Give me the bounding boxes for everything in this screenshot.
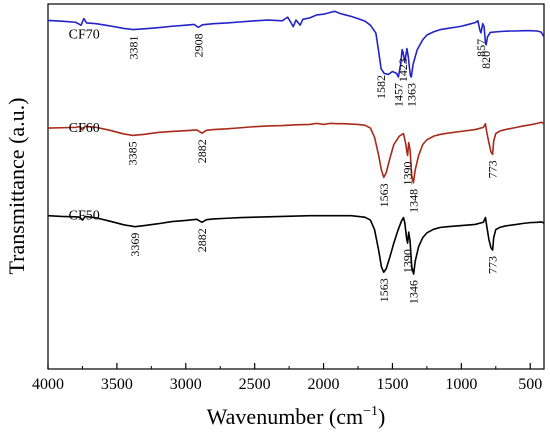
peak-label-cf60-1563: 1563 (377, 183, 391, 207)
series-line-cf50 (47, 214, 545, 275)
peak-label-cf70-1457: 1457 (391, 83, 405, 107)
x-tick-label-3000: 3000 (170, 376, 202, 393)
series-layer (47, 10, 545, 275)
peak-label-cf50-1346: 1346 (407, 280, 421, 304)
x-axis: 4000 3500 3000 2500 2000 1500 1000 500 (32, 363, 542, 393)
series-line-cf60 (47, 121, 545, 184)
peak-label-cf70-1582: 1582 (374, 75, 388, 99)
plot-frame (47, 3, 545, 370)
x-tick-label-1000: 1000 (445, 376, 477, 393)
peak-label-cf50-1390: 1390 (401, 249, 415, 273)
peak-label-cf70-2908: 2908 (191, 33, 205, 57)
series-label-cf50: CF50 (69, 208, 100, 223)
peak-label-cf50-1563: 1563 (377, 278, 391, 302)
x-tick-label-2500: 2500 (239, 376, 271, 393)
peak-label-cf60-1348: 1348 (406, 189, 420, 213)
series-label-cf70: CF70 (69, 28, 100, 43)
peak-label-cf60-3385: 3385 (126, 141, 140, 165)
x-axis-title: Wavenumber (cm−1) (207, 404, 386, 429)
peak-label-cf70-857: 857 (474, 39, 488, 57)
peak-label-cf50-773: 773 (486, 256, 500, 274)
x-tick-label-4000: 4000 (32, 376, 64, 393)
x-tick-label-2000: 2000 (308, 376, 340, 393)
peak-label-cf70-3381: 3381 (126, 36, 140, 60)
x-tick-label-500: 500 (518, 376, 542, 393)
peak-label-cf70-1423: 1423 (396, 58, 410, 82)
x-tick-label-1500: 1500 (376, 376, 408, 393)
series-label-cf60: CF60 (69, 121, 100, 136)
y-axis-title: Transmittance (a.u.) (4, 98, 29, 275)
x-tick-label-3500: 3500 (101, 376, 133, 393)
peak-label-cf70-820: 820 (479, 51, 493, 69)
peak-label-cf50-2882: 2882 (195, 228, 209, 252)
peak-label-cf60-2882: 2882 (195, 139, 209, 163)
peak-label-cf60-773: 773 (486, 160, 500, 178)
series-labels: CF70 CF60 CF50 (69, 28, 100, 224)
peak-label-cf60-1390: 1390 (401, 161, 415, 185)
series-line-cf70 (47, 10, 545, 78)
peak-label-cf50-3369: 3369 (128, 233, 142, 257)
peak-label-cf70-1363: 1363 (404, 83, 418, 107)
